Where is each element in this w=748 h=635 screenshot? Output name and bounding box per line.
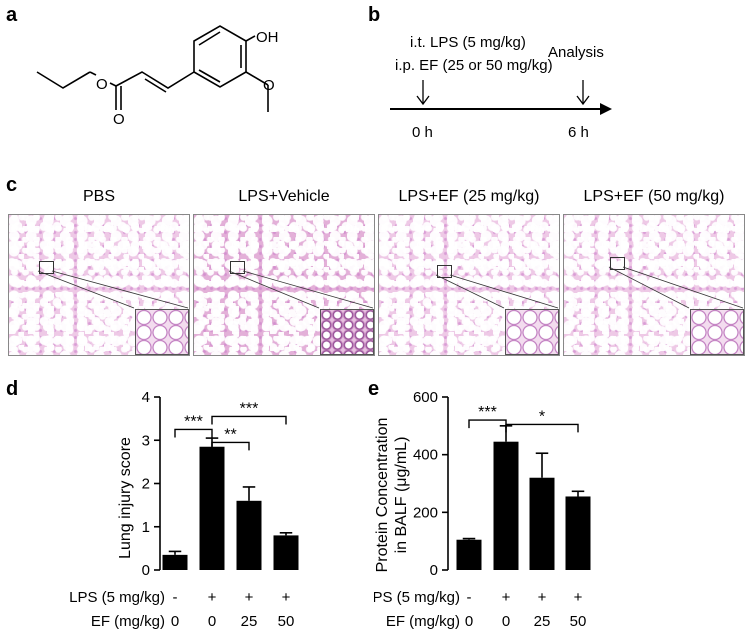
- condition-value: +: [282, 589, 291, 606]
- zoom-box: [39, 261, 54, 274]
- bar: [529, 477, 555, 570]
- histology-image-lps-ef25: [378, 214, 560, 356]
- y-tick-label: 600: [413, 389, 438, 406]
- significance-label: ***: [184, 413, 203, 430]
- condition-value: +: [502, 589, 511, 606]
- condition-label: EF (mg/kg): [91, 613, 165, 630]
- zoom-box: [230, 261, 245, 274]
- condition-value: +: [538, 589, 547, 606]
- timeline-t6-label: 6 h: [568, 124, 589, 141]
- condition-value: 0: [171, 613, 179, 630]
- timeline-t0-label: 0 h: [412, 124, 433, 141]
- significance-label: ***: [240, 400, 259, 417]
- condition-label: LPS (5 mg/kg): [69, 589, 165, 606]
- histology-inset: [505, 309, 559, 355]
- histology-image-lps-vehicle: [193, 214, 375, 356]
- significance-bracket: [174, 428, 213, 438]
- bar: [236, 500, 262, 570]
- panel-label-b: b: [368, 4, 381, 26]
- ethyl-ferulate-structure: O O OH O: [36, 25, 279, 128]
- ester-oxygen-label: O: [96, 76, 108, 93]
- y-axis-label: Lung injury score: [117, 437, 134, 559]
- histology-image-pbs: [8, 214, 190, 356]
- histology-title-lps-ef50: LPS+EF (50 mg/kg): [583, 188, 725, 205]
- y-tick-label: 1: [142, 519, 150, 536]
- timeline-axis: [390, 80, 612, 115]
- condition-value: +: [208, 589, 217, 606]
- protein-concentration-chart: Protein Concentration in BALF (μg/mL) 0 2…: [374, 389, 591, 630]
- significance-bracket: [468, 419, 507, 429]
- bar: [273, 535, 299, 570]
- timeline-analysis-text: Analysis: [548, 44, 604, 61]
- condition-value: 50: [278, 613, 295, 630]
- condition-label: LPS (5 mg/kg): [374, 589, 460, 606]
- condition-value: 0: [502, 613, 510, 630]
- y-axis-label-line1: Protein Concentration: [374, 418, 391, 573]
- histology-title-lps-ef25: LPS+EF (25 mg/kg): [398, 188, 540, 205]
- condition-value: -: [173, 589, 178, 606]
- zoom-box: [437, 265, 452, 278]
- y-tick-label: 0: [430, 562, 438, 579]
- y-tick-label: 200: [413, 504, 438, 521]
- histology-inset: [135, 309, 189, 355]
- bar: [493, 441, 519, 570]
- panel-label-c: c: [6, 174, 18, 196]
- significance-label: *: [539, 408, 545, 425]
- condition-value: 0: [465, 613, 473, 630]
- methoxy-oxygen-label: O: [263, 77, 275, 94]
- condition-value: 0: [208, 613, 216, 630]
- panel-label-e: e: [368, 378, 380, 400]
- condition-label: EF (mg/kg): [386, 613, 460, 630]
- y-tick-label: 2: [142, 476, 150, 493]
- panel-label-a: a: [6, 4, 18, 26]
- bar: [456, 539, 482, 570]
- hydroxyl-label: OH: [256, 29, 279, 46]
- histology-title-lps-vehicle: LPS+Vehicle: [238, 188, 330, 205]
- bar: [162, 554, 188, 570]
- y-tick-label: 400: [413, 447, 438, 464]
- y-tick-label: 3: [142, 432, 150, 449]
- timeline-lps-text: i.t. LPS (5 mg/kg): [410, 34, 526, 51]
- carbonyl-oxygen-label: O: [113, 111, 125, 128]
- significance-bracket: [211, 415, 287, 425]
- condition-value: +: [574, 589, 583, 606]
- bar: [199, 446, 225, 570]
- zoom-box: [610, 257, 625, 270]
- histology-inset: [320, 309, 374, 355]
- y-tick-label: 4: [142, 389, 150, 406]
- panel-label-d: d: [6, 378, 19, 400]
- condition-value: +: [245, 589, 254, 606]
- significance-bracket: [211, 441, 250, 451]
- y-axis-label-line2: in BALF (μg/mL): [393, 437, 410, 554]
- condition-value: 25: [241, 613, 258, 630]
- bar: [565, 496, 591, 570]
- histology-inset: [690, 309, 744, 355]
- condition-value: 50: [570, 613, 587, 630]
- condition-value: 25: [534, 613, 551, 630]
- timeline-ef-text: i.p. EF (25 or 50 mg/kg): [395, 57, 553, 74]
- histology-image-lps-ef50: [563, 214, 745, 356]
- condition-value: -: [467, 589, 472, 606]
- y-tick-label: 0: [142, 562, 150, 579]
- significance-label: ***: [478, 404, 497, 421]
- significance-label: **: [224, 426, 236, 443]
- significance-bracket: [505, 423, 579, 433]
- histology-title-pbs: PBS: [82, 188, 115, 205]
